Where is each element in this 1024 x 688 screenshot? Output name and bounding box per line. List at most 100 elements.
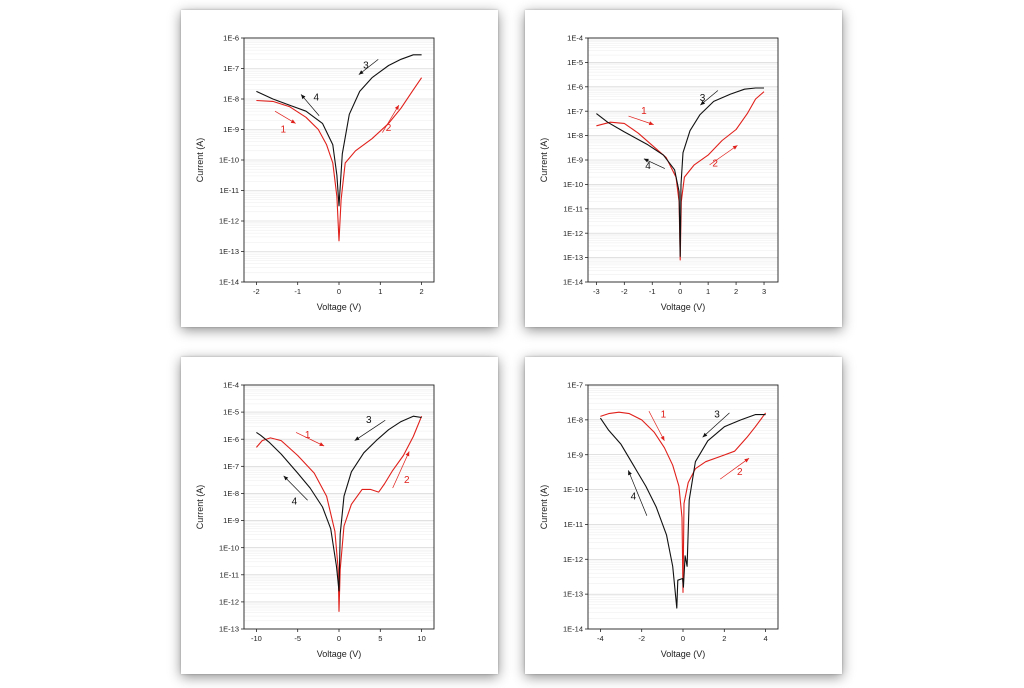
x-tick-label: 10 <box>417 634 425 643</box>
x-tick-label: 2 <box>420 287 424 296</box>
minor-grid <box>244 39 434 274</box>
sweep-arrowhead-1 <box>648 121 654 126</box>
x-tick-label: 2 <box>722 634 726 643</box>
y-tick-label: 1E-9 <box>223 125 239 134</box>
y-tick-label: 1E-9 <box>567 156 583 165</box>
sweep-label-4: 4 <box>314 92 320 103</box>
y-tick-label: 1E-10 <box>563 485 583 494</box>
sweep-arrow-1 <box>295 432 325 447</box>
sweep-arrowhead-4 <box>301 94 306 100</box>
chart-panel-a: 1E-14 1E-13 1E-12 1E-11 1E-10 1E-9 1E-8 1E-7 1E-… <box>181 10 498 327</box>
y-tick-label: 1E-4 <box>223 381 239 390</box>
series-line-black <box>596 87 764 257</box>
x-tick-label: -10 <box>251 634 262 643</box>
y-tick-label: 1E-10 <box>563 180 583 189</box>
x-tick-label: -2 <box>621 287 628 296</box>
x-axis-title: Voltage (V) <box>661 302 706 312</box>
y-tick-label: 1E-12 <box>219 597 239 606</box>
iv-chart-a: 1E-14 1E-13 1E-12 1E-11 1E-10 1E-9 1E-8 1E-7 1E-… <box>195 34 435 312</box>
y-tick-label: 1E-10 <box>219 156 239 165</box>
sweep-label-4: 4 <box>631 492 637 503</box>
y-tick-label: 1E-14 <box>219 278 239 287</box>
x-tick-label: 0 <box>678 287 682 296</box>
x-tick-label: 3 <box>762 287 766 296</box>
sweep-arrow-2 <box>719 457 750 480</box>
sweep-label-2: 2 <box>404 475 410 486</box>
x-tick-label: -3 <box>593 287 600 296</box>
sweep-arrow-4 <box>627 470 648 516</box>
sweep-arrow-2 <box>382 104 400 133</box>
sweep-arrowhead-2 <box>732 145 738 150</box>
x-axis-title: Voltage (V) <box>317 649 362 659</box>
series-line-red <box>255 415 423 612</box>
y-tick-label: 1E-6 <box>223 435 239 444</box>
sweep-arrow-3 <box>354 419 386 441</box>
series-line-black <box>256 415 422 592</box>
minor-grid <box>244 385 434 622</box>
y-tick-label: 1E-7 <box>223 462 239 471</box>
sweep-label-3: 3 <box>366 415 372 426</box>
y-tick-label: 1E-5 <box>223 408 239 417</box>
sweep-arrowhead-1 <box>290 119 296 124</box>
sweep-arrowhead-4 <box>283 475 289 481</box>
y-tick-label: 1E-6 <box>567 82 583 91</box>
y-axis-title: Current (A) <box>195 138 205 183</box>
x-tick-label: 4 <box>764 634 768 643</box>
series-line-black <box>599 414 766 609</box>
y-tick-label: 1E-8 <box>567 131 583 140</box>
sweep-arrowhead-4 <box>628 470 632 476</box>
y-tick-label: 1E-11 <box>220 570 239 579</box>
sweep-label-2: 2 <box>712 159 718 170</box>
y-tick-label: 1E-11 <box>564 520 583 529</box>
y-tick-label: 1E-7 <box>567 381 583 390</box>
x-tick-label: -4 <box>597 634 604 643</box>
x-tick-label: 1 <box>706 287 710 296</box>
sweep-arrowhead-3 <box>702 432 708 438</box>
y-tick-label: 1E-13 <box>563 253 583 262</box>
sweep-arrowhead-3 <box>354 436 360 441</box>
sweep-label-1: 1 <box>280 125 286 136</box>
sweep-arrow-4 <box>283 475 308 501</box>
x-tick-label: 5 <box>378 634 382 643</box>
y-tick-label: 1E-12 <box>563 555 583 564</box>
y-axis-title: Current (A) <box>539 485 549 530</box>
sweep-label-2: 2 <box>386 123 392 134</box>
sweep-arrow-2 <box>709 145 738 166</box>
sweep-arrowhead-2 <box>394 105 399 110</box>
sweep-label-4: 4 <box>292 497 298 508</box>
x-tick-label: 0 <box>337 287 341 296</box>
x-tick-label: -5 <box>294 634 301 643</box>
sweep-arrow-4 <box>300 94 320 117</box>
y-axis-title: Current (A) <box>195 485 205 530</box>
series-line-black <box>256 54 422 207</box>
x-tick-label: 0 <box>337 634 341 643</box>
sweep-label-1: 1 <box>661 410 667 421</box>
y-tick-label: 1E-8 <box>567 415 583 424</box>
sweep-label-4: 4 <box>645 161 651 172</box>
sweep-label-1: 1 <box>641 106 647 117</box>
sweep-label-3: 3 <box>700 93 706 104</box>
sweep-arrowhead-1 <box>660 435 665 441</box>
x-tick-label: 2 <box>734 287 738 296</box>
sweep-label-3: 3 <box>714 410 720 421</box>
y-tick-label: 1E-11 <box>220 186 239 195</box>
sweep-arrow-2 <box>392 451 410 489</box>
sweep-label-1: 1 <box>305 430 311 441</box>
y-tick-label: 1E-13 <box>219 247 239 256</box>
y-tick-label: 1E-8 <box>223 489 239 498</box>
sweep-arrow-3 <box>702 412 730 438</box>
y-tick-label: 1E-13 <box>563 590 583 599</box>
x-tick-label: -2 <box>638 634 645 643</box>
major-grid <box>244 37 434 283</box>
sweep-arrowhead-3 <box>358 70 364 75</box>
sweep-arrowhead-4 <box>643 158 649 163</box>
y-tick-label: 1E-11 <box>564 204 583 213</box>
y-tick-label: 1E-9 <box>223 516 239 525</box>
y-axis-title: Current (A) <box>539 138 549 183</box>
iv-chart-b: 1E-14 1E-13 1E-12 1E-11 1E-10 1E-9 1E-8 1E-7 1E-… <box>539 34 779 312</box>
y-tick-label: 1E-7 <box>223 64 239 73</box>
x-tick-label: -2 <box>253 287 260 296</box>
sweep-arrow-1 <box>648 410 665 441</box>
sweep-arrowhead-1 <box>319 442 325 446</box>
sweep-label-2: 2 <box>737 467 743 478</box>
